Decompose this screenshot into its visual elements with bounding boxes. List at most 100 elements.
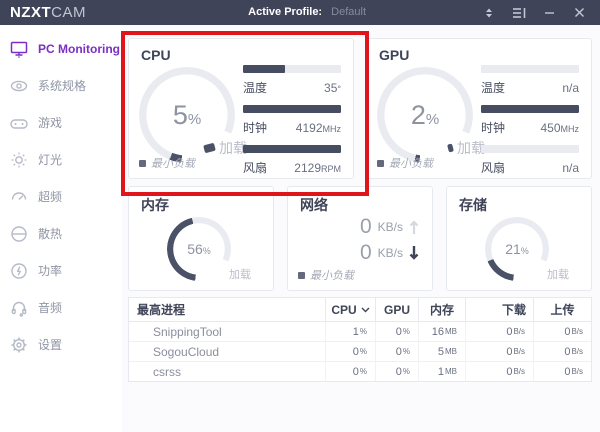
gauge-ring [139,67,235,163]
panel-title: 存储 [459,197,487,213]
load-label: 加载 [547,269,569,281]
panel-toggle-icon[interactable] [504,0,534,25]
metric-bar-fill [243,145,341,153]
min-load-marker [139,159,146,167]
metric-bar-track [481,105,579,113]
load-marker [203,142,216,154]
cpu-metrics: 温度 35° 时钟 4192MHz 风扇 2129RPM [243,65,341,185]
metric-bar-track [243,145,341,153]
panel-title: 内存 [141,197,169,213]
app-logo: NZXTCAM [10,4,86,21]
sidebar-item-audio[interactable]: 音频 [0,289,122,326]
cpu-fan-metric: 风扇 2129RPM [243,145,341,176]
minimize-button[interactable] [534,0,564,25]
process-up: 0 B/s [533,342,591,361]
metric-value: n/a [562,81,579,95]
monitor-icon [10,41,28,58]
min-load-legend: 最小负载 [377,155,433,171]
fan-icon [11,225,27,242]
metric-bar-track [243,105,341,113]
metric-bar-track [243,65,341,73]
metric-label: 风扇 [481,161,506,175]
header-down[interactable]: 下载 [465,298,533,321]
header-mem[interactable]: 内存 [418,298,465,321]
metric-value: 450MHz [540,121,579,135]
process-gpu: 0% [375,342,418,361]
process-gpu: 0% [375,322,418,341]
gpu-load-gauge: 2% 加载 [377,67,485,163]
table-row: SogouCloud 0% 0% 5 MB 0 B/s 0 B/s [129,341,591,361]
sidebar-item-power[interactable]: 功率 [0,252,122,289]
table-row: SnippingTool 1% 0% 16 MB 0 B/s 0 B/s [129,322,591,341]
titlebar: NZXTCAM Active Profile: Default [0,0,600,25]
titlebar-buttons [474,0,594,25]
upload-unit: KB/s [377,220,403,234]
header-cpu[interactable]: CPU [325,298,375,321]
sidebar-item-pc-monitoring[interactable]: PC Monitoring [0,30,122,67]
process-cpu: 0% [325,342,375,361]
min-load-legend: 最小负载 [298,267,354,283]
storage-load-value: 21% [505,241,529,257]
gauge-ring [167,217,231,281]
load-label: 加载 [229,269,251,281]
process-name: csrss [153,364,181,379]
header-up[interactable]: 上传 [533,298,591,321]
gauge-ring [377,67,473,163]
sidebar-item-label: PC Monitoring [38,41,120,56]
sidebar: PC Monitoring 系统规格 游戏 灯光 超频 散热 [0,25,122,432]
process-cpu: 0% [325,362,375,381]
sidebar-item-label: 系统规格 [38,79,87,93]
storage-load-gauge: 21% 加载 [485,217,569,281]
process-mem: 5 MB [418,342,465,361]
metric-label: 时钟 [481,121,506,135]
process-up: 0 B/s [533,322,591,341]
cpu-panel: CPU 5% 加载 最小负载 温度 35° 时钟 4192MHz 风扇 2129RPM [128,38,354,179]
memory-load-value: 56% [187,241,211,257]
sidebar-item-label: 设置 [38,338,63,352]
process-down: 0 B/s [465,342,533,361]
process-mem: 1 MB [418,362,465,381]
sort-chevron-icon [361,307,370,312]
headphones-icon [11,301,27,317]
process-cpu: 1% [325,322,375,341]
memory-load-gauge: 56% 加载 [167,217,251,281]
min-load-marker [377,159,384,167]
brand-light: CAM [51,4,87,21]
process-up: 0 B/s [533,362,591,381]
active-profile-label: Active Profile: [248,6,323,18]
eye-icon [10,80,28,91]
sidebar-item-label: 游戏 [38,116,63,130]
metric-bar-fill [243,105,341,113]
panel-title: GPU [379,47,410,63]
profile-updown-icon[interactable] [474,0,504,25]
load-marker [447,143,454,153]
process-table-header: 最高进程 CPU GPU 内存 下载 上传 [129,298,591,322]
metric-label: 温度 [481,81,506,95]
metric-bar-track [481,145,579,153]
load-label: 加载 [447,138,485,158]
download-value: 0 [359,241,372,264]
load-label: 加载 [203,138,247,158]
sidebar-item-lighting[interactable]: 灯光 [0,141,122,178]
min-load-marker [298,271,305,279]
sidebar-item-games[interactable]: 游戏 [0,104,122,141]
metric-bar-track [481,65,579,73]
header-gpu[interactable]: GPU [375,298,418,321]
gpu-panel: GPU 2% 加载 最小负载 温度 n/a 时钟 450MHz 风扇 n/a [366,38,592,179]
gpu-fan-metric: 风扇 n/a [481,145,579,176]
header-process[interactable]: 最高进程 [137,303,186,317]
memory-panel: 内存 56% 加载 [128,186,274,291]
gpu-temp-metric: 温度 n/a [481,65,579,96]
cpu-load-value: 5% [172,99,202,130]
sidebar-item-cooling[interactable]: 散热 [0,215,122,252]
sidebar-item-system-specs[interactable]: 系统规格 [0,67,122,104]
close-button[interactable] [564,0,594,25]
network-download: 0 KB/s [360,241,420,265]
process-table: 最高进程 CPU GPU 内存 下载 上传 SnippingTool 1% 0%… [128,297,592,382]
gpu-metrics: 温度 n/a 时钟 450MHz 风扇 n/a [481,65,579,185]
cpu-temp-metric: 温度 35° [243,65,341,96]
metric-bar-fill [481,105,579,113]
active-profile-value[interactable]: Default [331,6,367,18]
sidebar-item-settings[interactable]: 设置 [0,326,122,363]
sidebar-item-overclocking[interactable]: 超频 [0,178,122,215]
